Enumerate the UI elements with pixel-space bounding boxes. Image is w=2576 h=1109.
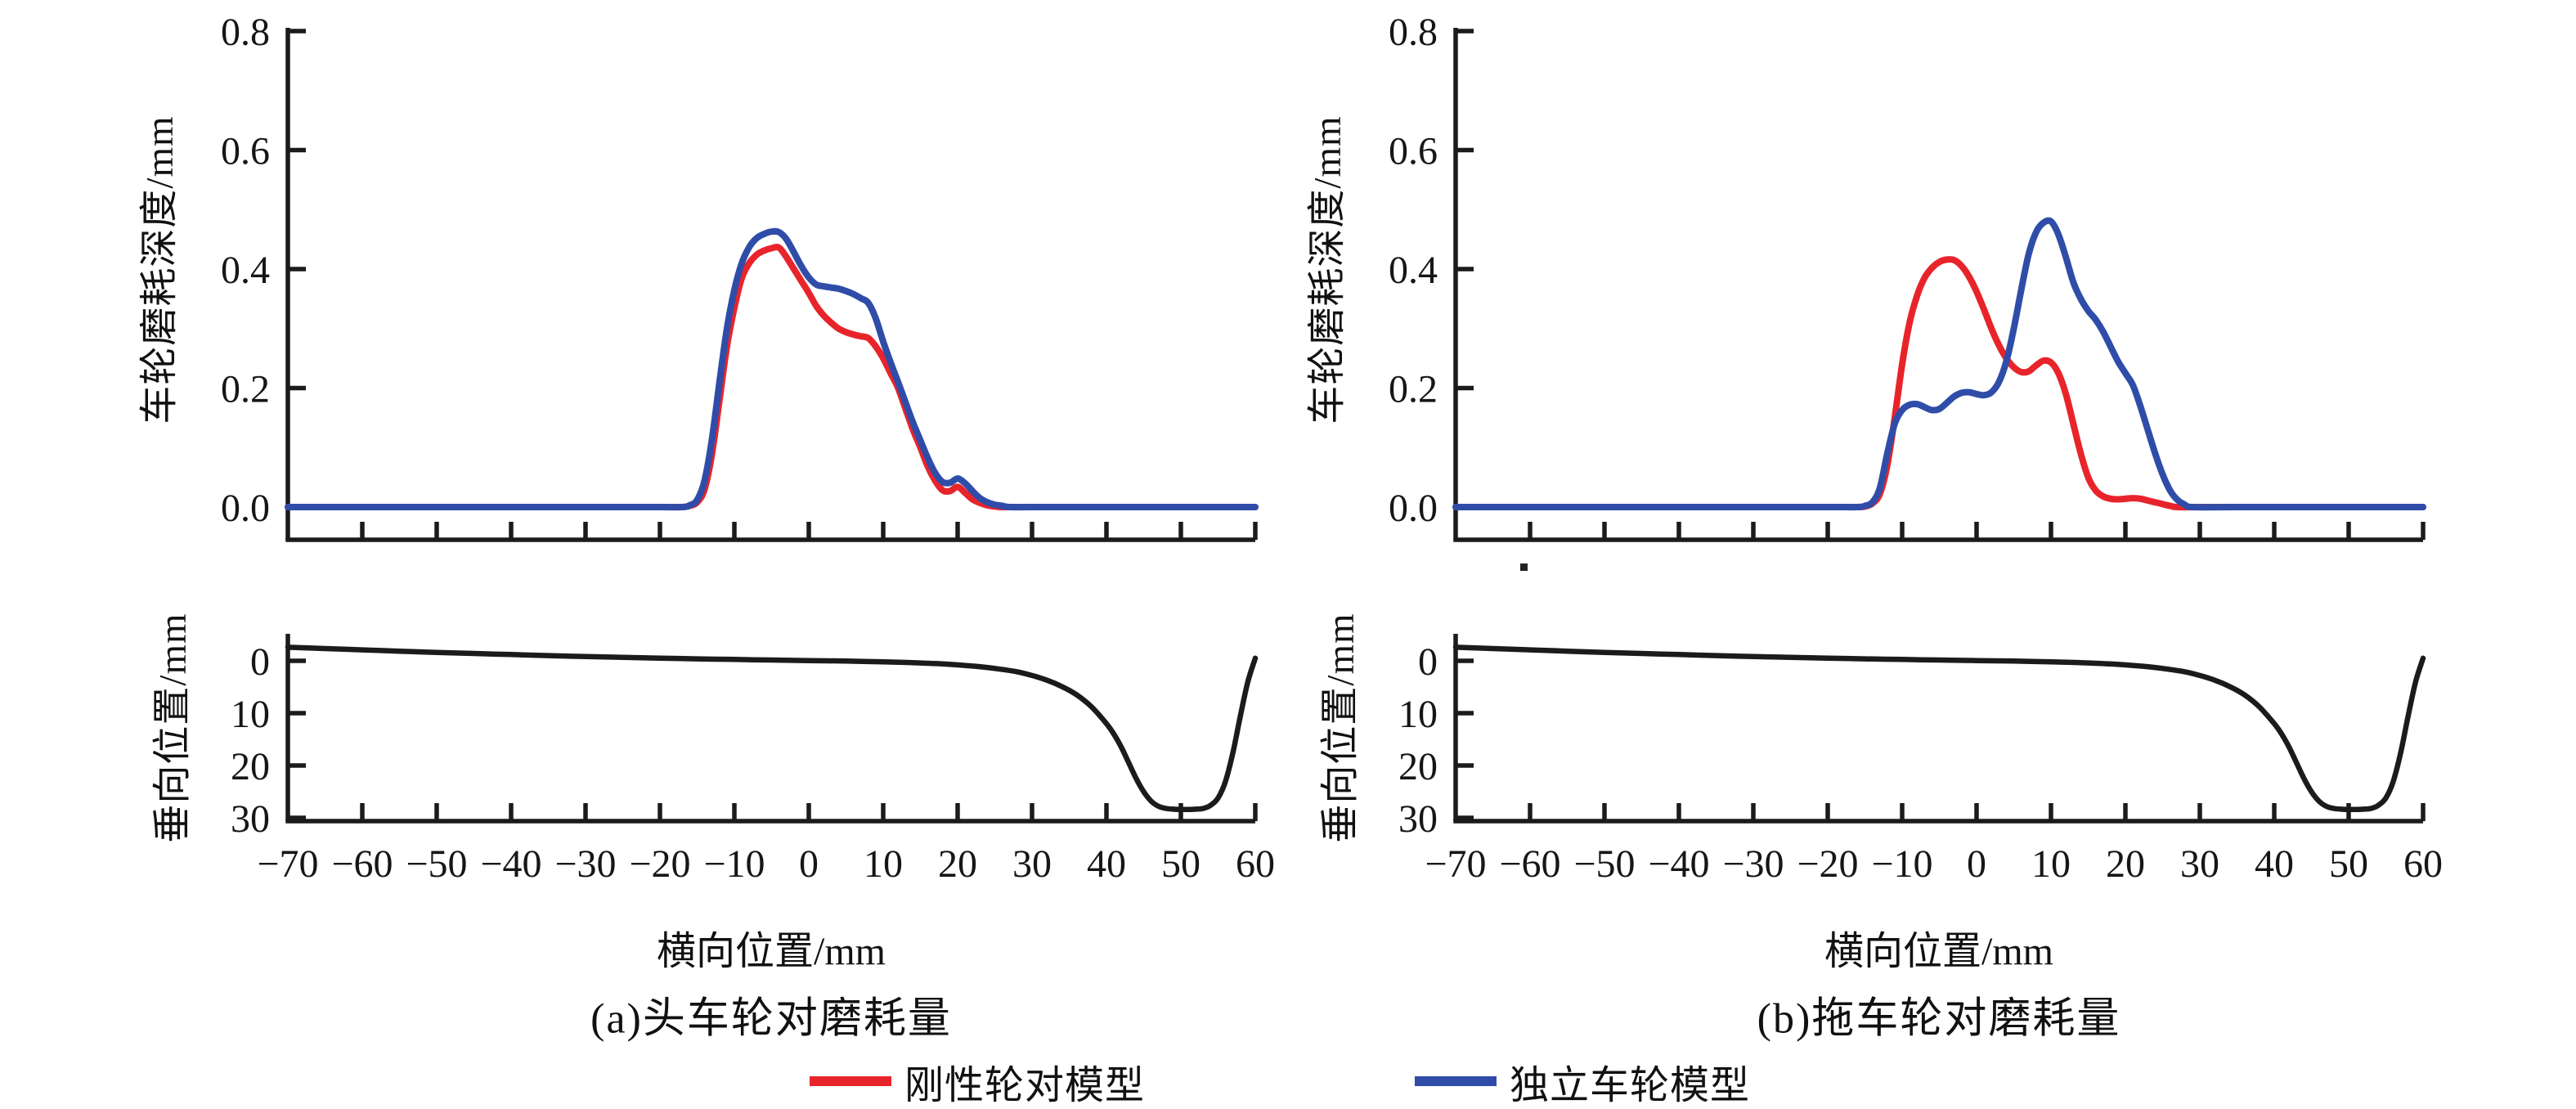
wear-y-tick-label: 0.6 — [1389, 130, 1438, 173]
profile-y-tick-label: 30 — [1398, 797, 1438, 841]
x-tick-label: 50 — [2329, 842, 2368, 886]
x-tick-label: 30 — [1012, 842, 1052, 886]
profile-y-tick-label: 10 — [1398, 693, 1438, 736]
wear-y-tick-label: 0.0 — [1389, 487, 1438, 530]
wear-y-axis-title-b: 车轮磨耗深度/mm — [1306, 115, 1349, 424]
profile-y-axis-title-b: 垂向位置/mm — [1319, 613, 1362, 843]
wear-y-tick-label: 0.4 — [221, 249, 270, 292]
legend-item-independent-wheel: 独立车轮模型 — [1415, 1060, 1750, 1107]
wear-y-tick-label: 0.4 — [1389, 249, 1438, 292]
x-tick-label: 20 — [938, 842, 977, 886]
legend-label-independent-wheel: 独立车轮模型 — [1510, 1064, 1751, 1107]
x-tick-label: −60 — [331, 842, 393, 886]
x-tick-label: 0 — [1967, 842, 1986, 886]
wheel-profile-curve-b — [1452, 644, 2426, 813]
x-tick-label: −10 — [703, 842, 765, 886]
profile-y-tick-label: 0 — [1418, 640, 1438, 684]
wear-y-axis-title-a: 车轮磨耗深度/mm — [138, 115, 182, 424]
profile-y-tick-label: 20 — [231, 745, 270, 788]
x-tick-label: 10 — [864, 842, 903, 886]
wear-y-tick-label: 0.0 — [221, 487, 270, 530]
x-tick-label: −40 — [480, 842, 541, 886]
x-tick-label: 40 — [1087, 842, 1126, 886]
x-tick-label: 0 — [799, 842, 819, 886]
profile-y-tick-label: 30 — [231, 797, 270, 841]
wear-series-independent-wheel-a — [285, 227, 1259, 511]
wear-y-tick-label: 0.2 — [221, 368, 270, 411]
wear-series-rigid-wheelset-b — [1452, 256, 2426, 511]
wear-y-tick-label: 0.2 — [1389, 368, 1438, 411]
x-tick-label: 30 — [2180, 842, 2219, 886]
x-tick-label: −30 — [1722, 842, 1784, 886]
wear-y-tick-label: 0.8 — [221, 11, 270, 54]
x-tick-label: −70 — [257, 842, 318, 886]
x-tick-label: −70 — [1425, 842, 1486, 886]
profile-y-tick-label: 10 — [231, 693, 270, 736]
wear-chart-b: 0.0 0.2 0.4 0.6 0.8 — [1389, 11, 2426, 542]
x-axis-title-a: 横向位置/mm — [656, 930, 886, 973]
x-tick-label: −20 — [1797, 842, 1858, 886]
panel-caption-a: (a)头车轮对磨耗量 — [590, 995, 952, 1043]
x-tick-label: 10 — [2031, 842, 2071, 886]
x-tick-label: 60 — [1236, 842, 1275, 886]
profile-y-tick-label: 0 — [250, 640, 270, 684]
x-tick-label: −60 — [1499, 842, 1560, 886]
x-tick-label: 40 — [2255, 842, 2294, 886]
stray-dot-artifact — [1520, 563, 1528, 571]
legend-swatch-red-line — [810, 1076, 891, 1086]
profile-y-tick-label: 20 — [1398, 745, 1438, 788]
profile-y-axis-title-a: 垂向位置/mm — [151, 613, 195, 843]
x-tick-label: −30 — [554, 842, 616, 886]
x-tick-label: 60 — [2403, 842, 2443, 886]
legend-item-rigid-wheelset: 刚性轮对模型 — [810, 1060, 1145, 1107]
x-tick-label: 50 — [1161, 842, 1200, 886]
wear-y-tick-label: 0.8 — [1389, 11, 1438, 54]
x-tick-label: −20 — [629, 842, 690, 886]
x-tick-label: 20 — [2106, 842, 2145, 886]
wear-chart-a: 0.0 0.2 0.4 0.6 0.8 — [221, 11, 1259, 542]
x-tick-label: −40 — [1648, 842, 1709, 886]
wear-y-tick-label: 0.6 — [221, 130, 270, 173]
x-tick-label: −10 — [1871, 842, 1932, 886]
wear-series-independent-wheel-b — [1452, 217, 2426, 511]
panel-caption-b: (b)拖车轮对磨耗量 — [1757, 995, 2121, 1043]
x-tick-label: −50 — [406, 842, 467, 886]
legend-label-rigid-wheelset: 刚性轮对模型 — [904, 1064, 1146, 1107]
wear-series-rigid-wheelset-a — [285, 244, 1259, 511]
x-tick-label: −50 — [1573, 842, 1635, 886]
legend-swatch-blue-line — [1415, 1076, 1497, 1086]
wheel-profile-curve-a — [285, 644, 1259, 813]
x-axis-title-b: 横向位置/mm — [1824, 930, 2054, 973]
